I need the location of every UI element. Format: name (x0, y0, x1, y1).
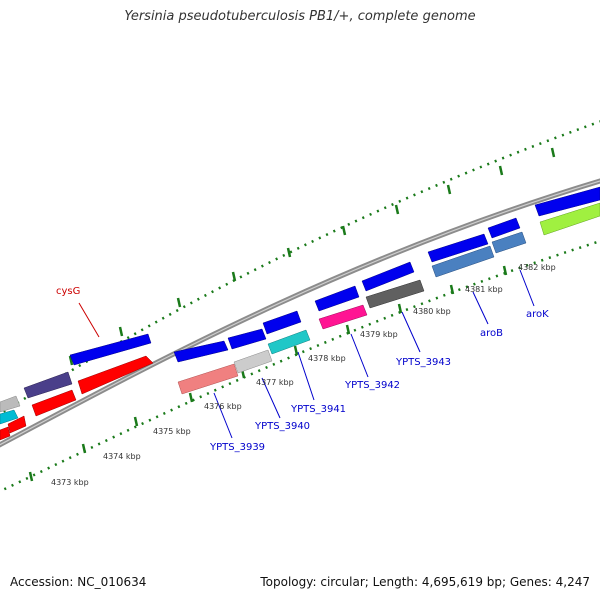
genome-backbone-highlight (0, 180, 600, 446)
inner-major-ticks (28, 265, 508, 482)
gene-label-arok[interactable]: aroK (526, 309, 549, 320)
gene-arrow[interactable] (77, 355, 154, 395)
reverse-strand-genes (0, 202, 600, 441)
gene-label-ypts-3940[interactable]: YPTS_3940 (254, 421, 310, 432)
gene-arrow[interactable] (69, 333, 152, 366)
gene-arrow[interactable] (233, 349, 273, 374)
ruler-label: 4381 kbp (465, 285, 503, 294)
gene-label-ypts-3939[interactable]: YPTS_3939 (209, 442, 265, 453)
ruler-label: 4373 kbp (51, 478, 89, 487)
gene-arrow[interactable] (318, 304, 368, 330)
outer-tick-ring (0, 120, 600, 416)
callout-lines (78, 269, 535, 439)
gene-label-ypts-3941[interactable]: YPTS_3941 (290, 404, 346, 415)
gene-arrow[interactable] (267, 329, 311, 355)
gene-arrow[interactable] (534, 186, 600, 217)
ruler-label: 4377 kbp (256, 378, 294, 387)
gene-arrow[interactable] (0, 395, 21, 413)
gene-label-cysg[interactable]: cysG (56, 286, 80, 297)
ruler-label: 4379 kbp (360, 330, 398, 339)
gene-label-arob[interactable]: aroB (480, 328, 503, 339)
gene-arrow[interactable] (0, 426, 11, 441)
gene-arrow[interactable] (487, 217, 521, 239)
gene-arrow[interactable] (7, 415, 27, 434)
gene-label-ypts-3943[interactable]: YPTS_3943 (395, 357, 451, 368)
gene-arrow[interactable] (314, 285, 360, 312)
gene-arrow[interactable] (361, 261, 415, 292)
ruler-label: 4380 kbp (413, 307, 451, 316)
gene-arrow[interactable] (177, 363, 239, 395)
gene-arrow[interactable] (365, 279, 425, 309)
gene-arrow[interactable] (262, 310, 302, 335)
gene-labels: cysG YPTS_3939 YPTS_3940 YPTS_3941 YPTS_… (56, 286, 549, 453)
genome-summary: Topology: circular; Length: 4,695,619 bp… (260, 575, 590, 589)
ruler-label: 4378 kbp (308, 354, 346, 363)
gene-arrow[interactable] (23, 371, 73, 399)
gene-arrow[interactable] (173, 340, 229, 363)
inner-tick-ring (0, 239, 600, 493)
gene-arrow[interactable] (227, 328, 267, 350)
ruler-labels: 4373 kbp 4374 kbp 4375 kbp 4376 kbp 4377… (51, 263, 556, 487)
ruler-label: 4382 kbp (518, 263, 556, 272)
ruler-label: 4374 kbp (103, 452, 141, 461)
gene-arrow[interactable] (31, 389, 77, 417)
gene-arrow[interactable] (431, 245, 495, 278)
accession-label: Accession: NC_010634 (10, 575, 147, 589)
gene-arrow[interactable] (539, 202, 600, 236)
gene-arrow[interactable] (491, 231, 527, 254)
ruler-label: 4376 kbp (204, 402, 242, 411)
map-title: Yersinia pseudotuberculosis PB1/+, compl… (124, 9, 476, 24)
outer-major-ticks (68, 147, 556, 366)
gene-label-ypts-3942[interactable]: YPTS_3942 (344, 380, 400, 391)
gene-arrow[interactable] (0, 409, 19, 425)
ruler-label: 4375 kbp (153, 427, 191, 436)
forward-strand-genes (0, 186, 600, 413)
gene-arrow[interactable] (427, 233, 489, 263)
